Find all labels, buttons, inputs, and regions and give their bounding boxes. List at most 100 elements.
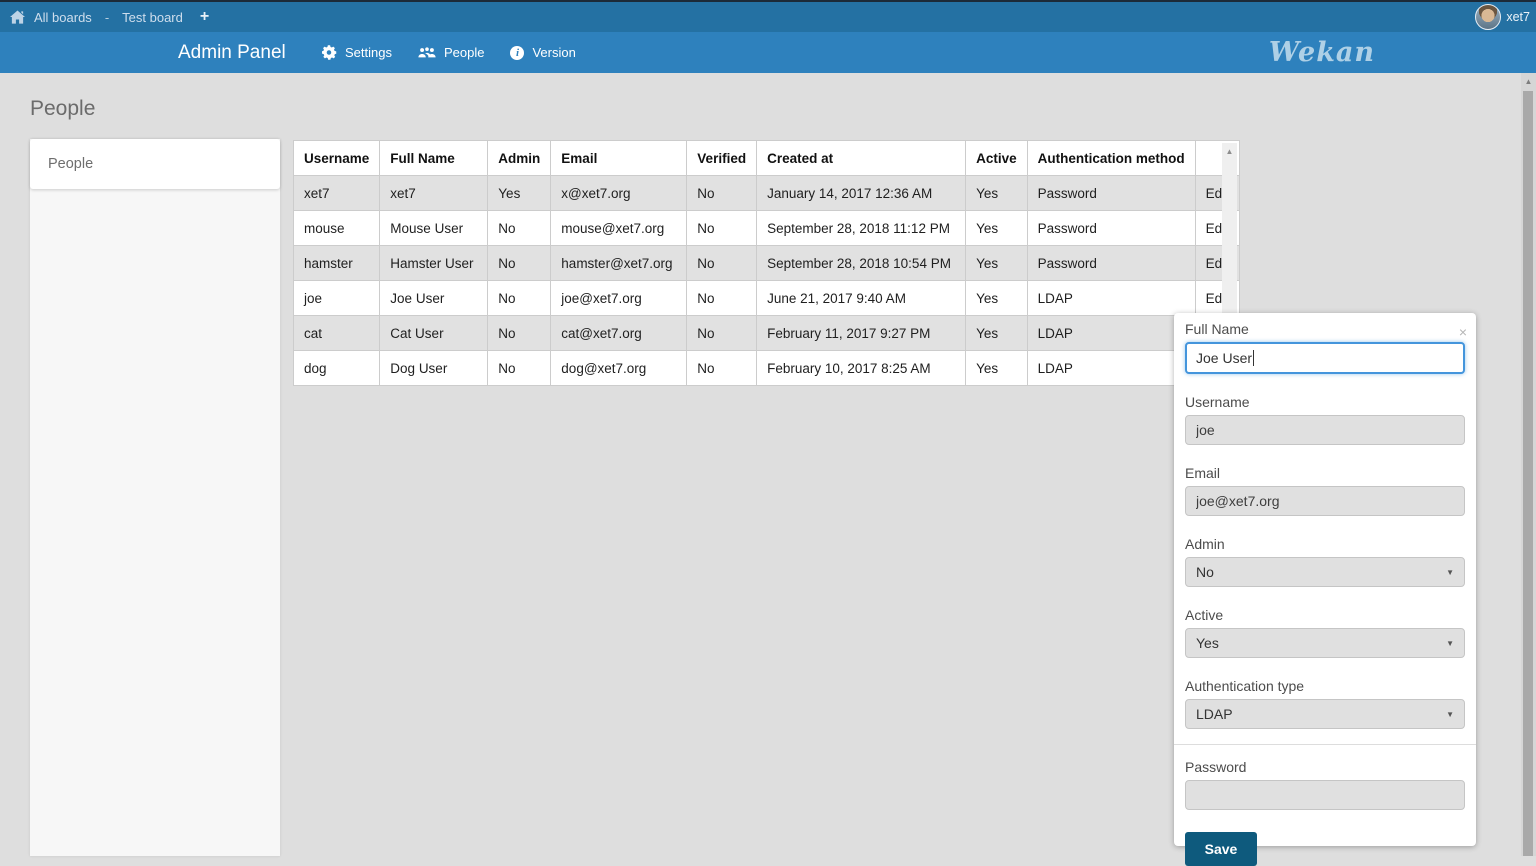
nav-version-label: Version [532,45,576,60]
top-bar: All boards - Test board + xet7 [0,2,1536,32]
full-name-value: Joe User [1196,350,1253,366]
admin-sidebar: People [30,139,280,856]
breadcrumb-board-name[interactable]: Test board [122,9,183,25]
table-row: mouse Mouse User No mouse@xet7.org No Se… [292,210,1240,246]
cell-created-at: February 11, 2017 9:27 PM [756,315,967,351]
cell-active: Yes [965,245,1028,281]
full-name-label: Full Name [1185,321,1249,337]
cell-created-at: January 14, 2017 12:36 AM [756,175,967,211]
cell-auth-method: Password [1026,175,1196,211]
page-scrollbar[interactable]: ▲ [1521,73,1536,856]
cell-verified: No [686,280,758,316]
table-row: xet7 xet7 Yes x@xet7.org No January 14, … [292,175,1240,211]
cell-username: hamster [292,245,381,281]
active-label: Active [1185,607,1224,623]
cell-username: cat [292,315,381,351]
breadcrumb-separator: - [104,9,110,25]
home-icon[interactable] [10,10,25,24]
window-top-edge [0,0,1536,2]
password-label: Password [1185,759,1247,775]
auth-type-select-value: LDAP [1196,706,1233,722]
table-row: cat Cat User No cat@xet7.org No February… [292,315,1240,351]
cell-username: xet7 [292,175,381,211]
cell-admin: No [487,280,552,316]
text-caret [1253,350,1255,366]
table-row: hamster Hamster User No hamster@xet7.org… [292,245,1240,281]
sidebar-item-people[interactable]: People [30,139,280,189]
col-header-verified: Verified [686,140,758,176]
chevron-down-icon: ▼ [1446,709,1454,719]
scrollbar-thumb[interactable] [1523,91,1533,856]
cell-created-at: September 28, 2018 10:54 PM [756,245,967,281]
wekan-logo[interactable]: Wekan [1267,32,1377,73]
cell-email: cat@xet7.org [550,315,688,351]
username-label: Username [1185,394,1250,410]
sidebar-item-label: People [48,156,94,172]
cell-username: joe [292,280,381,316]
email-label: Email [1185,465,1221,481]
cell-auth-method: Password [1026,210,1196,246]
chevron-down-icon: ▼ [1446,638,1454,648]
admin-select[interactable]: No ▼ [1185,557,1465,587]
cell-admin: Yes [487,175,552,211]
admin-panel-title: Admin Panel [178,42,286,63]
cell-email: x@xet7.org [550,175,688,211]
col-header-email: Email [550,140,688,176]
password-input[interactable] [1185,780,1465,810]
topbar-username[interactable]: xet7 [1506,10,1530,24]
scroll-up-icon[interactable]: ▲ [1225,147,1234,156]
page-title: People [30,97,96,120]
full-name-input[interactable]: Joe User [1185,342,1465,374]
user-avatar[interactable] [1475,4,1502,30]
breadcrumb-all-boards[interactable]: All boards [34,9,92,25]
cell-full-name: Hamster User [379,245,489,281]
cell-email: mouse@xet7.org [550,210,688,246]
cell-active: Yes [965,175,1028,211]
table-row: joe Joe User No joe@xet7.org No June 21,… [292,280,1240,316]
info-icon: i [510,45,525,60]
cell-verified: No [686,245,758,281]
cell-active: Yes [965,210,1028,246]
cell-verified: No [686,315,758,351]
col-header-created-at: Created at [756,140,967,176]
cell-username: mouse [292,210,381,246]
nav-item-settings[interactable]: Settings [322,45,392,60]
admin-nav-bar: Admin Panel Settings People i Version We… [0,32,1536,73]
cell-created-at: September 28, 2018 11:12 PM [756,210,967,246]
admin-nav-menu: Settings People i Version [322,32,576,73]
cell-email: hamster@xet7.org [550,245,688,281]
col-header-full-name: Full Name [379,140,489,176]
cell-verified: No [686,175,758,211]
cell-active: Yes [965,350,1028,386]
save-button[interactable]: Save [1185,832,1257,866]
people-icon [418,46,436,59]
close-icon[interactable]: × [1458,324,1467,340]
cell-auth-method: LDAP [1026,280,1196,316]
nav-item-version[interactable]: i Version [510,45,576,60]
cell-admin: No [487,210,552,246]
form-divider [1174,744,1476,745]
auth-type-select[interactable]: LDAP ▼ [1185,699,1465,729]
cell-username: dog [292,350,381,386]
auth-type-label: Authentication type [1185,678,1305,694]
scroll-up-icon[interactable]: ▲ [1524,77,1533,86]
nav-people-label: People [443,45,485,60]
active-select[interactable]: Yes ▼ [1185,628,1465,658]
cell-email: dog@xet7.org [550,350,688,386]
cell-verified: No [686,350,758,386]
cell-verified: No [686,210,758,246]
admin-select-value: No [1196,564,1214,580]
chevron-down-icon: ▼ [1446,567,1454,577]
nav-item-people[interactable]: People [418,45,484,60]
cell-full-name: Joe User [379,280,489,316]
email-input[interactable] [1185,486,1465,516]
cell-email: joe@xet7.org [550,280,688,316]
username-input[interactable] [1185,415,1465,445]
cell-auth-method: LDAP [1026,315,1196,351]
col-header-username: Username [292,140,381,176]
active-select-value: Yes [1196,635,1219,651]
add-board-icon[interactable]: + [199,8,210,25]
cell-created-at: June 21, 2017 9:40 AM [756,280,967,316]
cell-active: Yes [965,315,1028,351]
col-header-auth-method: Authentication method [1026,140,1196,176]
